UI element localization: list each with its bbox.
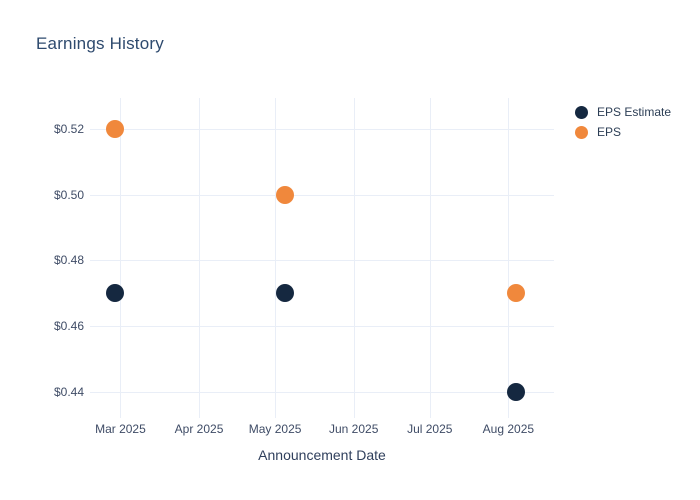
legend: EPS Estimate EPS	[575, 105, 671, 145]
legend-item-eps[interactable]: EPS	[575, 125, 671, 139]
vertical-gridline	[199, 98, 201, 418]
x-tick-label: Mar 2025	[95, 422, 146, 436]
data-point-eps[interactable]	[506, 284, 525, 303]
x-tick-label: Aug 2025	[482, 422, 535, 436]
data-point-eps-estimate[interactable]	[506, 382, 525, 401]
x-tick-label: Apr 2025	[174, 422, 224, 436]
legend-marker-icon	[575, 105, 588, 119]
horizontal-gridline	[90, 391, 554, 393]
data-point-eps[interactable]	[276, 185, 295, 204]
x-tick-label: Jul 2025	[407, 422, 453, 436]
vertical-gridline	[275, 98, 277, 418]
horizontal-gridline	[90, 260, 554, 262]
horizontal-gridline	[90, 326, 554, 328]
vertical-gridline	[508, 98, 510, 418]
legend-item-eps-estimate[interactable]: EPS Estimate	[575, 105, 671, 119]
vertical-gridline	[429, 98, 431, 418]
horizontal-gridline	[90, 194, 554, 196]
data-point-eps-estimate[interactable]	[276, 284, 295, 303]
legend-label: EPS	[597, 125, 622, 139]
x-tick-label: May 2025	[248, 422, 302, 436]
legend-label: EPS Estimate	[597, 105, 672, 119]
y-tick-label: $0.48	[53, 253, 84, 268]
x-axis-title: Announcement Date	[258, 447, 386, 463]
y-tick-label: $0.44	[53, 384, 84, 399]
vertical-gridline	[353, 98, 355, 418]
y-tick-label: $0.46	[53, 319, 84, 334]
y-tick-label: $0.50	[53, 187, 84, 202]
y-tick-label: $0.52	[53, 122, 84, 137]
chart-title: Earnings History	[36, 34, 164, 53]
x-tick-label: Jun 2025	[328, 422, 379, 436]
data-point-eps-estimate[interactable]	[106, 284, 125, 303]
data-point-eps[interactable]	[106, 120, 125, 139]
horizontal-gridline	[90, 129, 554, 131]
plot-area	[90, 98, 554, 418]
legend-marker-icon	[575, 125, 588, 139]
vertical-gridline	[120, 98, 122, 418]
